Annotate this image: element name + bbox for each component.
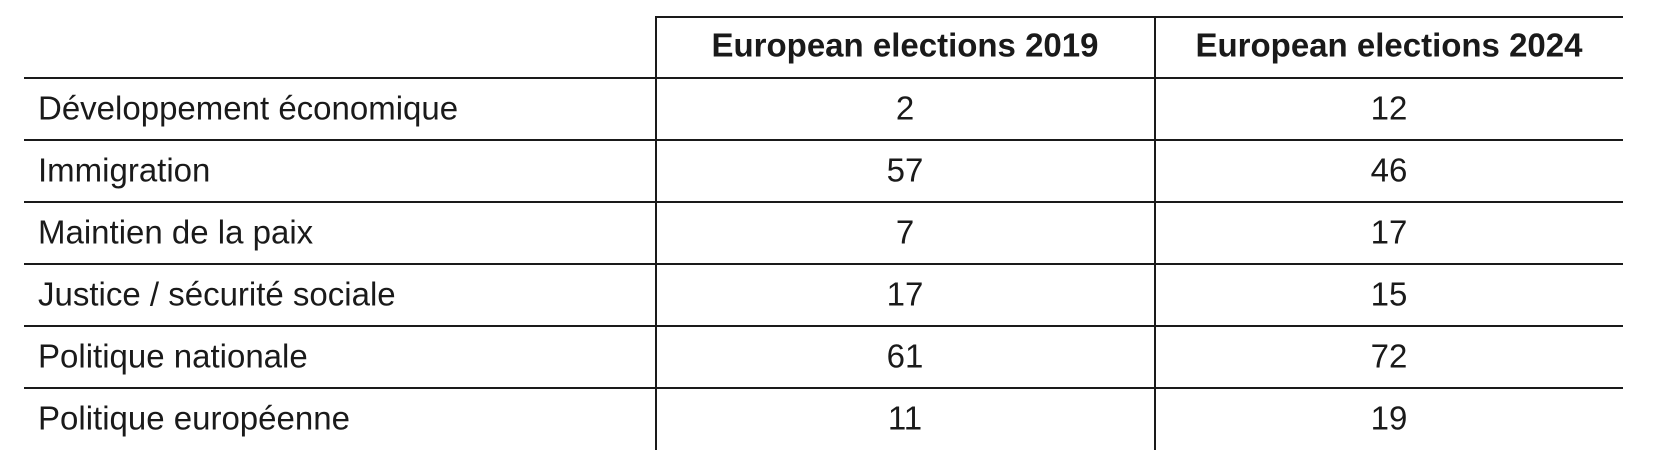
cell-value: 17 [1371, 214, 1408, 251]
row-label: Politique nationale [38, 338, 308, 375]
cell-value: 15 [1371, 276, 1408, 313]
column-header: European elections 2024 [1196, 27, 1584, 64]
cell-value: 46 [1371, 152, 1408, 189]
cell-value: 2 [896, 90, 914, 127]
row-label: Maintien de la paix [38, 214, 314, 251]
cell-value: 19 [1371, 400, 1408, 437]
cell-value: 12 [1371, 90, 1408, 127]
cell-value: 72 [1371, 338, 1408, 375]
cell-value: 7 [896, 214, 914, 251]
row-label: Politique européenne [38, 400, 350, 437]
row-label: Développement économique [38, 90, 458, 127]
cell-value: 57 [887, 152, 924, 189]
cell-value: 61 [887, 338, 924, 375]
row-label: Immigration [38, 152, 210, 189]
column-header: European elections 2019 [712, 27, 1099, 64]
row-label: Justice / sécurité sociale [38, 276, 396, 313]
cell-value: 17 [887, 276, 924, 313]
cell-value: 11 [888, 400, 922, 437]
